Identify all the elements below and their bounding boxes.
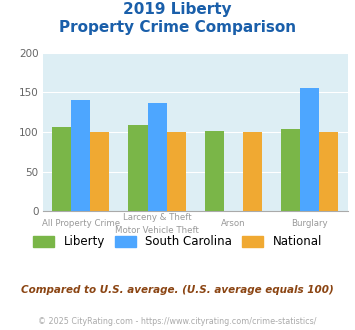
Bar (52, 127, 71, 211)
Text: Burglary: Burglary (291, 219, 328, 228)
Bar (166, 132, 186, 211)
Bar (148, 104, 166, 211)
Text: 2019 Liberty: 2019 Liberty (123, 2, 232, 16)
Text: © 2025 CityRating.com - https://www.cityrating.com/crime-statistics/: © 2025 CityRating.com - https://www.city… (38, 317, 317, 326)
Bar (281, 129, 300, 211)
Bar (205, 131, 224, 211)
Text: Property Crime Comparison: Property Crime Comparison (59, 20, 296, 35)
Text: All Property Crime: All Property Crime (42, 219, 120, 228)
Text: Compared to U.S. average. (U.S. average equals 100): Compared to U.S. average. (U.S. average … (21, 285, 334, 295)
Text: Larceny & Theft: Larceny & Theft (123, 213, 191, 222)
Bar (90, 132, 109, 211)
Bar (243, 132, 262, 211)
Bar (129, 125, 148, 211)
Bar (319, 132, 338, 211)
Bar (71, 100, 90, 211)
Bar (300, 88, 319, 211)
Text: Arson: Arson (221, 219, 246, 228)
Text: Motor Vehicle Theft: Motor Vehicle Theft (115, 226, 199, 235)
Legend: Liberty, South Carolina, National: Liberty, South Carolina, National (28, 231, 327, 253)
